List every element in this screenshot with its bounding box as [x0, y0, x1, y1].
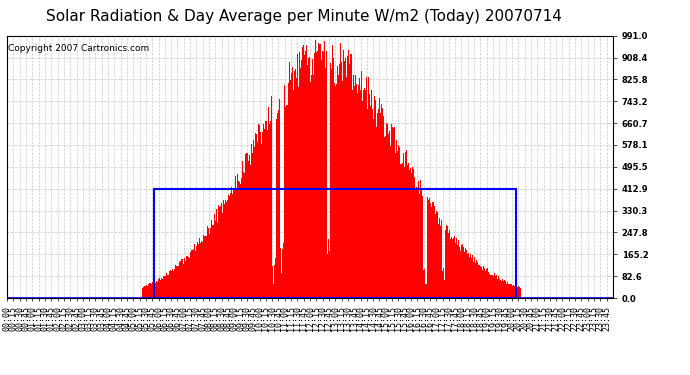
Text: Copyright 2007 Cartronics.com: Copyright 2007 Cartronics.com: [8, 44, 149, 52]
Bar: [155, 189, 516, 298]
Text: Solar Radiation & Day Average per Minute W/m2 (Today) 20070714: Solar Radiation & Day Average per Minute…: [46, 9, 562, 24]
